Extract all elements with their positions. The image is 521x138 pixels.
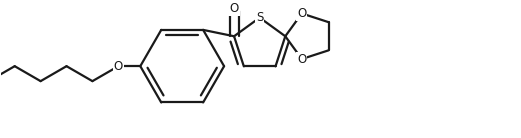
Text: S: S xyxy=(256,11,264,24)
Text: O: O xyxy=(297,7,306,20)
Text: O: O xyxy=(229,2,239,15)
Text: O: O xyxy=(114,60,123,73)
Text: O: O xyxy=(297,53,306,66)
